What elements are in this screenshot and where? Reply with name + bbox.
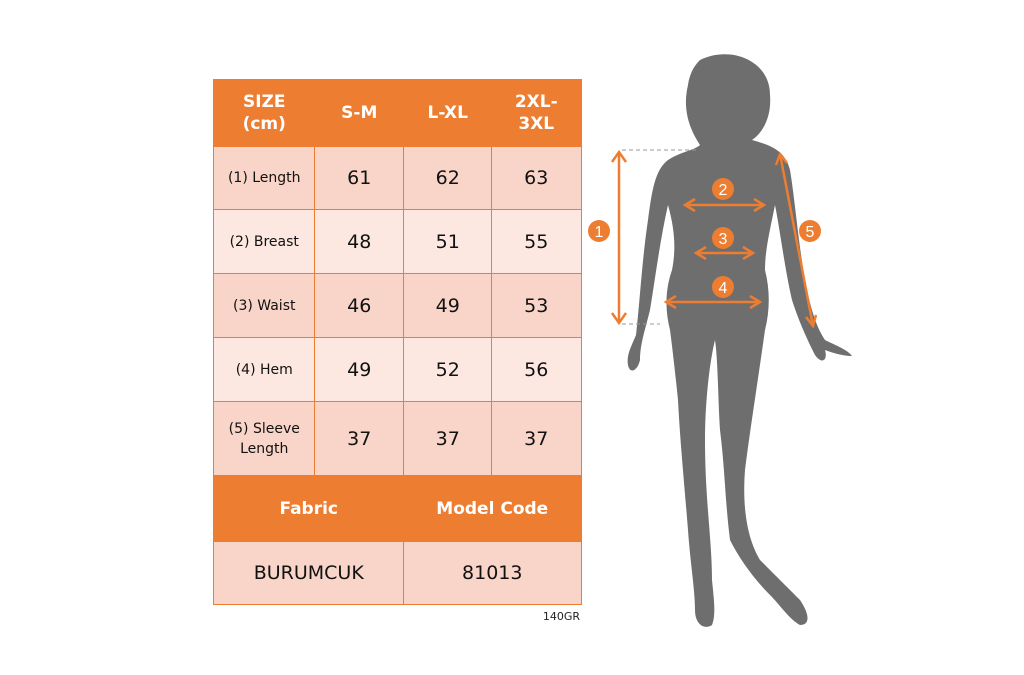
value-cell-text: 48	[347, 230, 372, 253]
marker-circle	[588, 220, 610, 242]
header-cell: SIZE (cm)	[213, 79, 316, 147]
sleeve-arrow	[778, 153, 815, 327]
value-cell-text: 55	[524, 230, 549, 253]
row-label: (1) Length	[213, 146, 316, 211]
value-cell-text: 37	[347, 427, 372, 450]
value-cell-text: 37	[435, 427, 460, 450]
footer-value-cell: 81013	[403, 541, 582, 605]
marker-number: 2	[719, 182, 728, 199]
value-cell-text: 37	[524, 427, 549, 450]
guide-lines	[622, 149, 698, 325]
row-label: (5) Sleeve Length	[213, 401, 316, 477]
value-cell: 52	[403, 337, 493, 403]
value-cell: 51	[403, 209, 493, 275]
woman-silhouette	[627, 54, 852, 627]
marker-circle	[799, 220, 821, 242]
marker-number: 1	[595, 224, 604, 241]
header-cell-text: L-XL	[427, 103, 468, 123]
value-cell-text: 61	[347, 167, 372, 190]
measurement-arrows	[610, 149, 818, 329]
value-cell: 61	[314, 146, 405, 211]
value-cell-text: 56	[524, 358, 549, 381]
header-cell: 2XL-3XL	[491, 79, 582, 147]
row-label: (2) Breast	[213, 209, 316, 275]
value-cell: 55	[491, 209, 582, 275]
value-cell: 56	[491, 337, 582, 403]
marker-circle	[712, 227, 734, 249]
footer-header-cell-text: Model Code	[436, 498, 549, 519]
value-cell: 37	[491, 401, 582, 477]
footer-header-cell-text: Fabric	[279, 498, 339, 519]
row-label-text: (5) Sleeve Length	[228, 420, 300, 457]
footer-value-cell-text: BURUMCUK	[253, 562, 364, 584]
marker-number: 3	[719, 231, 728, 248]
row-label-text: (4) Hem	[235, 361, 293, 378]
value-cell-text: 62	[435, 167, 460, 190]
value-cell: 37	[314, 401, 405, 477]
footer-value-cell-text: 81013	[462, 562, 523, 584]
value-cell-text: 51	[435, 230, 460, 253]
marker-circle	[712, 276, 734, 298]
value-cell-text: 49	[347, 358, 372, 381]
header-cell-text: S-M	[341, 103, 378, 123]
marker-number: 5	[806, 224, 815, 241]
value-cell: 53	[491, 273, 582, 339]
fabric-weight-note: 140GR	[542, 610, 580, 623]
footer-value-cell: BURUMCUK	[213, 541, 405, 605]
value-cell: 49	[314, 337, 405, 403]
value-cell: 62	[403, 146, 493, 211]
row-label-text: (3) Waist	[233, 297, 296, 314]
marker-circle	[712, 178, 734, 200]
value-cell-text: 49	[435, 294, 460, 317]
value-cell: 46	[314, 273, 405, 339]
value-cell-text: 63	[524, 167, 549, 190]
value-cell-text: 52	[435, 358, 460, 381]
value-cell: 63	[491, 146, 582, 211]
header-cell-text: 2XL-3XL	[514, 92, 558, 134]
row-label-text: (2) Breast	[229, 233, 299, 250]
value-cell: 49	[403, 273, 493, 339]
value-cell-text: 53	[524, 294, 549, 317]
header-cell-text: SIZE (cm)	[242, 92, 286, 134]
row-label-text: (1) Length	[227, 170, 301, 187]
footer-header-cell: Fabric	[213, 475, 405, 542]
value-cell-text: 46	[347, 294, 372, 317]
marker-number: 4	[719, 280, 728, 297]
footer-header-cell: Model Code	[403, 475, 582, 542]
